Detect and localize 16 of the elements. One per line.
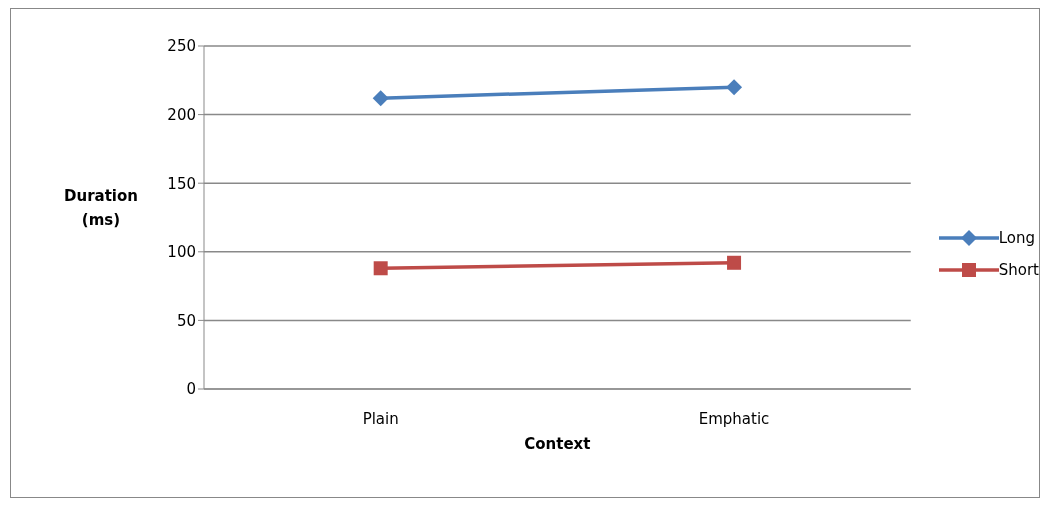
x-tick-label: Plain — [362, 409, 399, 428]
legend-label: Long — [998, 229, 1036, 247]
point — [373, 261, 388, 276]
y-tick-label: 150 — [167, 174, 196, 193]
y-tick-label: 50 — [176, 311, 196, 330]
y-axis-title: Duration (ms) — [63, 186, 139, 231]
legend-label: Short — [998, 261, 1039, 279]
point — [727, 255, 742, 270]
y-tick-label: 100 — [167, 243, 196, 262]
y-tick-label: 250 — [167, 37, 196, 56]
point — [726, 79, 743, 96]
point — [372, 90, 389, 107]
y-tick-label: 200 — [167, 105, 196, 124]
x-axis-title: Context — [524, 435, 591, 453]
y-tick-label: 0 — [186, 380, 196, 399]
x-tick-label: Emphatic — [698, 409, 770, 428]
